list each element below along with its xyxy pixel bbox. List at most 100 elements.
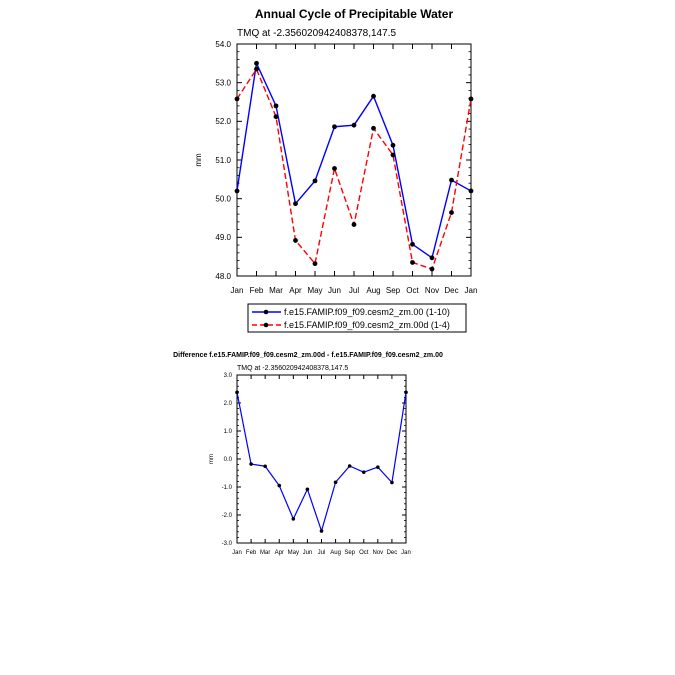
series-1-point <box>390 142 396 148</box>
x-tick-label: Mar <box>269 286 283 295</box>
x-tick-label: May <box>307 286 322 295</box>
series-1-point <box>273 103 279 109</box>
x-tick-label: Jun <box>303 550 313 556</box>
series-2-point <box>449 210 454 215</box>
legend-marker-2 <box>263 322 269 328</box>
y-tick-label: 3.0 <box>224 373 233 379</box>
y-tick-label: 50.0 <box>215 194 231 203</box>
series-1-point <box>277 483 282 488</box>
chart1-subtitle: TMQ at -2.356020942408378,147.5 <box>237 28 396 39</box>
series-2-point <box>273 114 279 120</box>
y-tick-label: 54.0 <box>215 40 231 49</box>
series-1-point <box>376 465 380 469</box>
y-tick-label: 49.0 <box>215 233 231 242</box>
x-tick-label: Jan <box>465 286 478 295</box>
series-1-point <box>234 188 240 194</box>
series-1-point <box>347 464 352 468</box>
legend-label-1: f.e15.FAMIP.f09_f09.cesm2_zm.00 (1-10) <box>284 307 450 317</box>
series-2-point <box>293 238 298 243</box>
series-2-point <box>371 125 376 131</box>
series-2-point <box>468 96 474 102</box>
x-tick-label: Apr <box>275 550 284 556</box>
series-1-point <box>361 470 366 474</box>
y-tick-label: -2.0 <box>222 513 233 519</box>
series-1-point <box>263 464 267 469</box>
x-tick-label: Aug <box>330 550 341 556</box>
x-tick-label: Jul <box>349 286 359 295</box>
x-tick-label: Oct <box>359 550 369 556</box>
y-tick-label: 53.0 <box>215 78 231 87</box>
x-tick-label: Nov <box>425 286 439 295</box>
x-tick-label: Feb <box>250 286 264 295</box>
series-2-point <box>429 266 435 272</box>
series-1-point <box>390 480 394 485</box>
series-2-point <box>410 260 415 265</box>
x-tick-label: Aug <box>366 286 380 295</box>
y-tick-label: 52.0 <box>215 117 231 126</box>
series-line-1 <box>236 62 472 259</box>
series-line-2 <box>236 68 472 270</box>
y-tick-label: 51.0 <box>215 156 231 165</box>
series-1-point <box>410 241 415 247</box>
x-tick-label: Mar <box>260 550 270 556</box>
series-1-point <box>312 178 318 184</box>
series-1-point <box>429 255 435 261</box>
series-1-point <box>291 517 296 521</box>
chart2-title: Difference f.e15.FAMIP.f09_f09.cesm2_zm.… <box>173 352 443 359</box>
series-1-point <box>254 60 259 66</box>
legend-marker-1 <box>263 309 269 315</box>
series-1-point <box>449 177 454 183</box>
x-tick-label: Nov <box>372 550 383 556</box>
y-tick-label: -3.0 <box>222 541 233 547</box>
x-tick-label: Jun <box>328 286 341 295</box>
x-tick-label: Jul <box>318 550 326 556</box>
chart2-ylabel: mm <box>209 454 215 464</box>
series-1-point <box>249 462 253 466</box>
x-tick-label: Jan <box>231 286 244 295</box>
chart2-subtitle: TMQ at -2.356020942408378,147.5 <box>237 365 348 372</box>
x-tick-label: Jan <box>232 550 242 556</box>
chart2-plot-frame <box>236 374 407 544</box>
series-1-point <box>235 390 239 395</box>
y-tick-label: 48.0 <box>215 272 231 281</box>
legend-entry-2: f.e15.FAMIP.f09_f09.cesm2_zm.00d (1-4) <box>252 320 450 330</box>
x-tick-label: Dec <box>444 286 458 295</box>
x-tick-label: Feb <box>246 550 257 556</box>
x-tick-label: May <box>288 550 299 556</box>
chart1-ylabel: mm <box>194 153 203 167</box>
series-1-point <box>468 188 474 194</box>
annual-cycle-chart: Annual Cycle of Precipitable Water TMQ a… <box>194 7 477 295</box>
x-tick-label: Sep <box>344 550 355 556</box>
series-line-1 <box>236 392 407 532</box>
y-tick-label: -1.0 <box>222 485 233 491</box>
series-1-point <box>351 122 357 128</box>
series-1-point <box>371 93 376 99</box>
x-tick-label: Jan <box>401 550 411 556</box>
legend-label-2: f.e15.FAMIP.f09_f09.cesm2_zm.00d (1-4) <box>284 320 450 330</box>
y-tick-label: 0.0 <box>224 457 233 463</box>
chart1-legend: f.e15.FAMIP.f09_f09.cesm2_zm.00 (1-10) f… <box>247 303 467 333</box>
x-tick-label: Dec <box>387 550 398 556</box>
series-2-point <box>351 222 357 227</box>
series-2-point <box>332 166 337 171</box>
difference-chart: Difference f.e15.FAMIP.f09_f09.cesm2_zm.… <box>173 352 443 556</box>
series-1-point <box>333 480 338 485</box>
series-2-point <box>234 96 240 102</box>
series-2-point <box>254 66 259 72</box>
legend-frame <box>247 303 467 333</box>
series-2-point <box>390 152 396 158</box>
chart1-title: Annual Cycle of Precipitable Water <box>255 7 454 21</box>
series-1-point <box>404 390 408 395</box>
series-1-point <box>305 487 310 492</box>
legend-entry-1: f.e15.FAMIP.f09_f09.cesm2_zm.00 (1-10) <box>252 307 450 317</box>
series-2-point <box>312 261 318 267</box>
y-tick-label: 1.0 <box>224 429 233 435</box>
series-1-point <box>332 124 337 130</box>
y-tick-label: 2.0 <box>224 401 233 407</box>
x-tick-label: Apr <box>289 286 302 295</box>
series-1-point <box>319 529 324 533</box>
series-1-point <box>293 201 298 207</box>
x-tick-label: Sep <box>386 286 401 295</box>
x-tick-label: Oct <box>406 286 419 295</box>
